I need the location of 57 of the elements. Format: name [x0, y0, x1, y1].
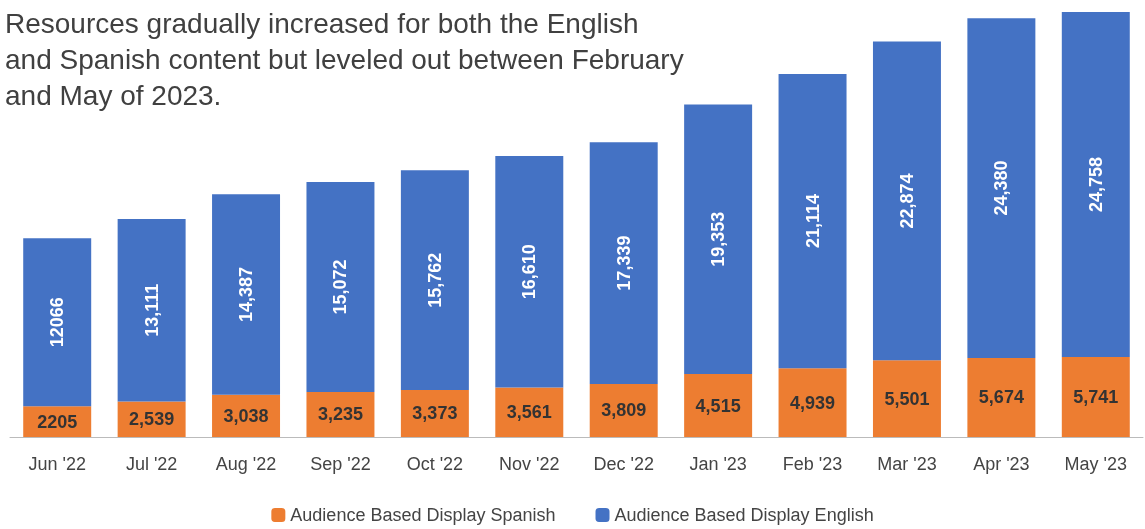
data-label: 5,501 [884, 388, 930, 409]
bar [495, 387, 564, 437]
data-label: 15,072 [330, 259, 351, 315]
bar [23, 238, 92, 407]
x-tick-label: Oct '22 [406, 454, 464, 474]
bar [212, 194, 281, 395]
text: Resources gradually increased for both the English and Spanish content but leveled out between February and May of 2023. [5, 7, 684, 111]
data-label: 15,762 [424, 252, 445, 308]
x-tick-label: Apr '23 [973, 454, 1030, 474]
data-label: 19,353 [708, 211, 729, 267]
data-label: 17,339 [613, 235, 634, 291]
data-label: 14,387 [236, 266, 257, 322]
bar [400, 170, 469, 390]
bar [306, 181, 375, 392]
data-label: 21,114 [802, 194, 823, 249]
x-tick-label: Nov '22 [499, 454, 560, 474]
bar [872, 41, 941, 361]
data-label: 24,758 [1085, 156, 1106, 213]
data-label: 5,741 [1073, 387, 1119, 407]
bar [1061, 357, 1130, 437]
bar [967, 357, 1036, 437]
x-tick-label: Jul '22 [125, 454, 178, 474]
data-label: 16,610 [519, 244, 540, 300]
data-label: 24,380 [991, 160, 1012, 216]
x-tick-label: Mar '23 [877, 454, 937, 474]
bar [967, 18, 1036, 358]
data-label: 3,809 [601, 400, 647, 421]
bar [495, 155, 564, 388]
bar [684, 374, 753, 437]
data-label: 3,235 [317, 404, 363, 425]
x-tick-label: Feb '23 [782, 454, 843, 474]
bar [589, 142, 658, 384]
bar [1061, 12, 1130, 357]
bar [684, 104, 753, 375]
bar [778, 368, 847, 437]
data-label: 3,561 [506, 402, 552, 423]
x-tick-label: Jan '23 [689, 454, 747, 474]
x-tick-label: Jun '22 [28, 454, 86, 474]
legend-label: Audience Based Display Spanish [290, 505, 556, 525]
data-label: 3,373 [412, 403, 458, 424]
x-tick-label: Dec '22 [593, 454, 654, 474]
data-label: 5,674 [978, 387, 1024, 408]
bar [778, 73, 847, 369]
x-tick-label: Aug '22 [215, 454, 277, 474]
x-tick-label: May '23 [1064, 454, 1128, 474]
x-tick-label: Sep '22 [310, 454, 371, 474]
data-label: 13,111 [141, 283, 162, 337]
bar [872, 360, 941, 437]
data-label: 2205 [37, 411, 78, 432]
data-label: 2,539 [129, 409, 175, 430]
data-label: 22,874 [896, 173, 917, 229]
legend-label: Audience Based Display English [614, 505, 874, 525]
data-label: 4,515 [695, 395, 741, 416]
data-label: 3,038 [223, 405, 269, 426]
data-label: 12066 [47, 297, 68, 348]
bar [117, 218, 186, 402]
data-label: 4,939 [790, 392, 836, 413]
